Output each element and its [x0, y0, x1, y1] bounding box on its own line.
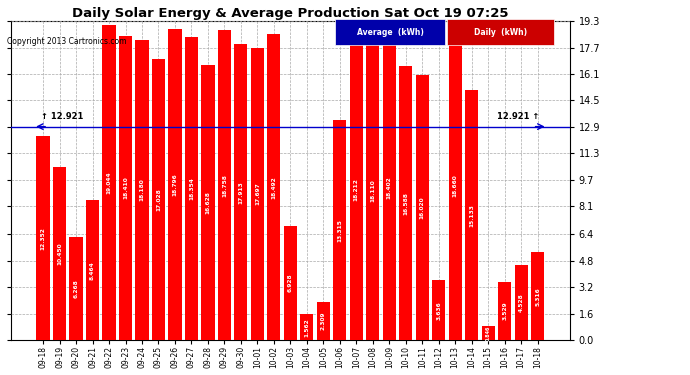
Bar [201, 65, 215, 340]
Bar [399, 66, 413, 340]
Text: 4.528: 4.528 [519, 294, 524, 312]
Text: Copyright 2013 Cartronics.com: Copyright 2013 Cartronics.com [7, 38, 126, 46]
Text: 6.928: 6.928 [288, 274, 293, 292]
Text: 12.921 ↑: 12.921 ↑ [497, 112, 540, 121]
Bar [333, 120, 346, 340]
Text: 8.464: 8.464 [90, 261, 95, 280]
Bar [415, 75, 428, 340]
Text: 13.315: 13.315 [337, 219, 342, 242]
Text: 6.268: 6.268 [74, 279, 79, 298]
Text: 3.636: 3.636 [436, 301, 441, 320]
Text: 18.758: 18.758 [222, 174, 227, 196]
Text: 18.212: 18.212 [354, 178, 359, 201]
Bar [235, 44, 248, 340]
Text: 19.044: 19.044 [106, 171, 112, 194]
Bar [383, 36, 396, 340]
Bar [102, 26, 116, 340]
Text: 18.354: 18.354 [189, 177, 194, 200]
Text: Daily  (kWh): Daily (kWh) [474, 28, 527, 37]
Bar [37, 136, 50, 340]
Text: 3.529: 3.529 [502, 302, 507, 320]
Text: 1.562: 1.562 [304, 318, 309, 337]
Text: 10.450: 10.450 [57, 243, 62, 265]
Text: 18.410: 18.410 [123, 177, 128, 200]
Bar [70, 237, 83, 340]
Text: 17.913: 17.913 [239, 181, 244, 204]
Text: 15.133: 15.133 [469, 204, 474, 226]
Bar [317, 302, 330, 340]
Bar [218, 30, 231, 340]
Text: 18.180: 18.180 [139, 178, 144, 201]
Bar [531, 252, 544, 340]
Text: Average  (kWh): Average (kWh) [357, 28, 424, 37]
Text: 17.028: 17.028 [156, 188, 161, 211]
Text: 2.309: 2.309 [321, 312, 326, 330]
Text: 16.020: 16.020 [420, 196, 425, 219]
Text: 18.110: 18.110 [371, 179, 375, 202]
Text: 18.660: 18.660 [453, 175, 457, 197]
Bar [300, 314, 313, 340]
Bar [185, 37, 198, 340]
Text: 16.628: 16.628 [206, 191, 210, 214]
Text: 5.316: 5.316 [535, 287, 540, 306]
Bar [267, 34, 280, 340]
Bar [135, 40, 148, 340]
Bar [465, 90, 478, 340]
Bar [366, 41, 380, 340]
Bar [168, 30, 181, 340]
Bar [53, 168, 66, 340]
Text: 18.492: 18.492 [271, 176, 277, 199]
Text: 16.588: 16.588 [403, 192, 408, 214]
Bar [515, 266, 528, 340]
Text: 0.846: 0.846 [486, 326, 491, 341]
Text: 17.697: 17.697 [255, 183, 260, 205]
Bar [86, 200, 99, 340]
Bar [350, 39, 363, 340]
Bar [448, 32, 462, 340]
Title: Daily Solar Energy & Average Production Sat Oct 19 07:25: Daily Solar Energy & Average Production … [72, 7, 509, 20]
Bar [152, 58, 165, 340]
Bar [432, 280, 445, 340]
Text: 12.352: 12.352 [41, 227, 46, 250]
Text: 18.402: 18.402 [387, 177, 392, 200]
Bar [250, 48, 264, 340]
Bar [498, 282, 511, 340]
Bar [119, 36, 132, 340]
Bar [284, 226, 297, 340]
Text: 18.796: 18.796 [172, 174, 177, 196]
Text: ↑ 12.921: ↑ 12.921 [41, 112, 83, 121]
Bar [482, 326, 495, 340]
